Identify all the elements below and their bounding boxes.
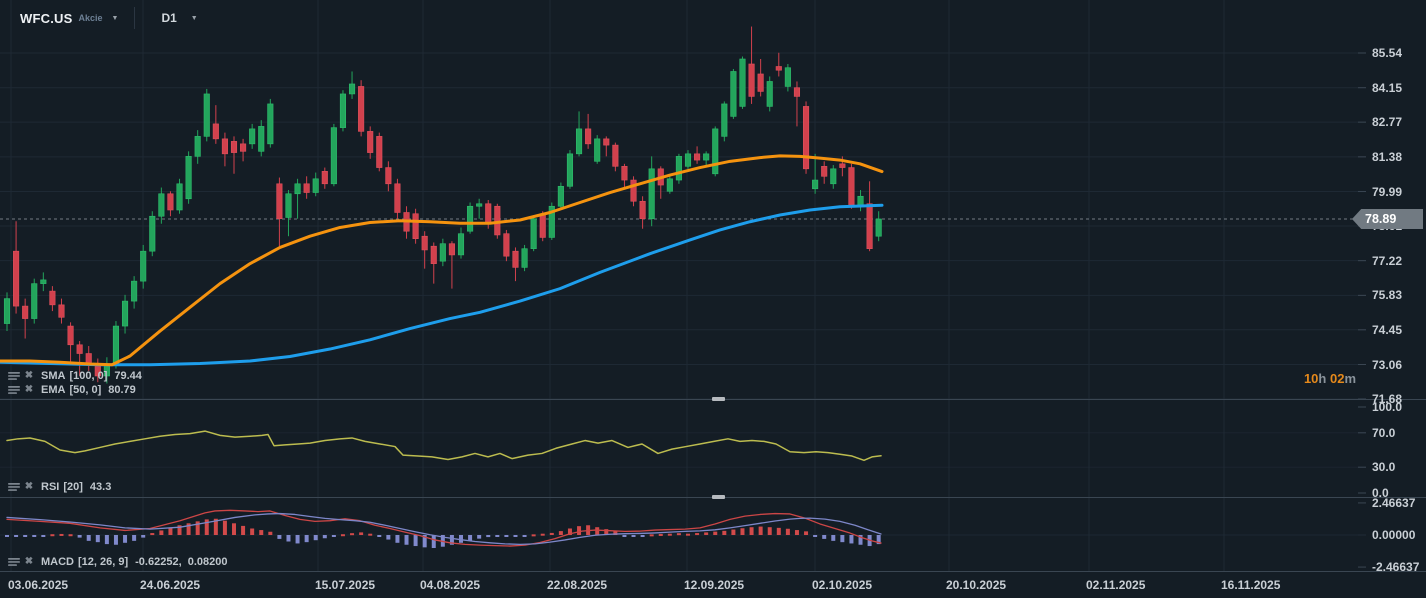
rsi-axis-label: 30.0: [1372, 460, 1396, 475]
current-price-value: 78.89: [1365, 212, 1397, 226]
header-divider: [134, 7, 136, 29]
price-axis-label: 79.99: [1372, 184, 1403, 199]
price-axis-label: 73.06: [1372, 357, 1403, 372]
price-axis-label: 85.54: [1372, 46, 1403, 60]
candles-layer: [3, 26, 882, 384]
indicator-legend-ema: ✖ EMA [50, 0] 80.79: [7, 383, 136, 396]
indicator-params: [20]: [63, 480, 83, 493]
rsi-axis-label: 0.0: [1372, 486, 1389, 500]
indicator-params: [50, 0]: [69, 383, 102, 396]
indicator-legend-sma: ✖ SMA [100, 0] 79.44: [7, 369, 142, 382]
instrument-type-label: Akcie: [78, 13, 103, 23]
indicator-params: [12, 26, 9]: [78, 555, 129, 568]
rsi-axis-label: 70.0: [1372, 425, 1396, 440]
panel-resize-handle[interactable]: [712, 495, 725, 499]
price-axis-label: 82.77: [1372, 115, 1403, 130]
date-label: 16.11.2025: [1221, 578, 1281, 592]
chevron-down-icon: ▼: [190, 14, 198, 22]
date-label: 02.11.2025: [1086, 578, 1146, 592]
indicator-remove-icon[interactable]: ✖: [24, 384, 34, 395]
chevron-down-icon: ▼: [111, 14, 119, 22]
date-label: 22.08.2025: [547, 578, 608, 592]
price-axis-label: 77.22: [1372, 253, 1403, 268]
current-price-tag: 78.89: [1352, 209, 1423, 229]
macd-axis-label: 2.46637: [1372, 495, 1416, 510]
symbol-selector[interactable]: WFC.US Akcie ▼: [20, 11, 118, 26]
date-label: 20.10.2025: [946, 578, 1007, 592]
indicator-value: 43.3: [89, 480, 112, 493]
date-label: 12.09.2025: [684, 578, 745, 592]
indicator-name: EMA: [41, 383, 66, 396]
indicator-remove-icon[interactable]: ✖: [24, 481, 34, 492]
date-label: 15.07.2025: [315, 578, 376, 592]
indicator-value: 79.44: [114, 369, 142, 382]
macd-axis-label: -2.46637: [1372, 560, 1420, 575]
timeframe-value: D1: [161, 11, 177, 25]
macd-axis-label: 0.00000: [1372, 528, 1416, 542]
price-axis-label: 75.83: [1372, 288, 1403, 303]
indicator-settings-icon[interactable]: [7, 556, 21, 567]
price-axis-label: 84.15: [1372, 80, 1403, 95]
indicator-legend-rsi: ✖ RSI [20] 43.3: [7, 480, 111, 493]
indicator-name: MACD: [41, 555, 74, 568]
price-axis-label: 81.38: [1372, 149, 1403, 164]
indicator-name: RSI: [41, 480, 60, 493]
indicator-value: -0.62252, 0.08200: [135, 555, 228, 568]
indicator-remove-icon[interactable]: ✖: [24, 556, 34, 567]
chart-header: WFC.US Akcie ▼ D1 ▼: [20, 7, 198, 29]
indicator-settings-icon[interactable]: [7, 370, 21, 381]
date-label: 04.08.2025: [420, 578, 481, 592]
date-label: 03.06.2025: [8, 578, 69, 592]
indicator-settings-icon[interactable]: [7, 481, 21, 492]
indicator-params: [100, 0]: [69, 369, 108, 382]
date-label: 02.10.2025: [812, 578, 873, 592]
timeframe-selector[interactable]: D1 ▼: [135, 11, 197, 25]
price-axis-label: 74.45: [1372, 322, 1403, 337]
indicator-value: 80.79: [108, 383, 136, 396]
indicator-name: SMA: [41, 369, 66, 382]
panel-resize-handle[interactable]: [712, 397, 725, 401]
macd-histogram: [5, 518, 881, 548]
symbol-name: WFC.US: [20, 10, 73, 26]
indicator-legend-macd: ✖ MACD [12, 26, 9] -0.62252, 0.08200: [7, 555, 228, 568]
rsi-axis-label: 100.0: [1372, 400, 1403, 414]
indicator-remove-icon[interactable]: ✖: [24, 370, 34, 381]
candle-close-countdown: 10h 02m: [1303, 371, 1356, 386]
indicator-settings-icon[interactable]: [7, 384, 21, 395]
price-axis-label: 71.68: [1372, 391, 1403, 406]
date-label: 24.06.2025: [140, 578, 201, 592]
